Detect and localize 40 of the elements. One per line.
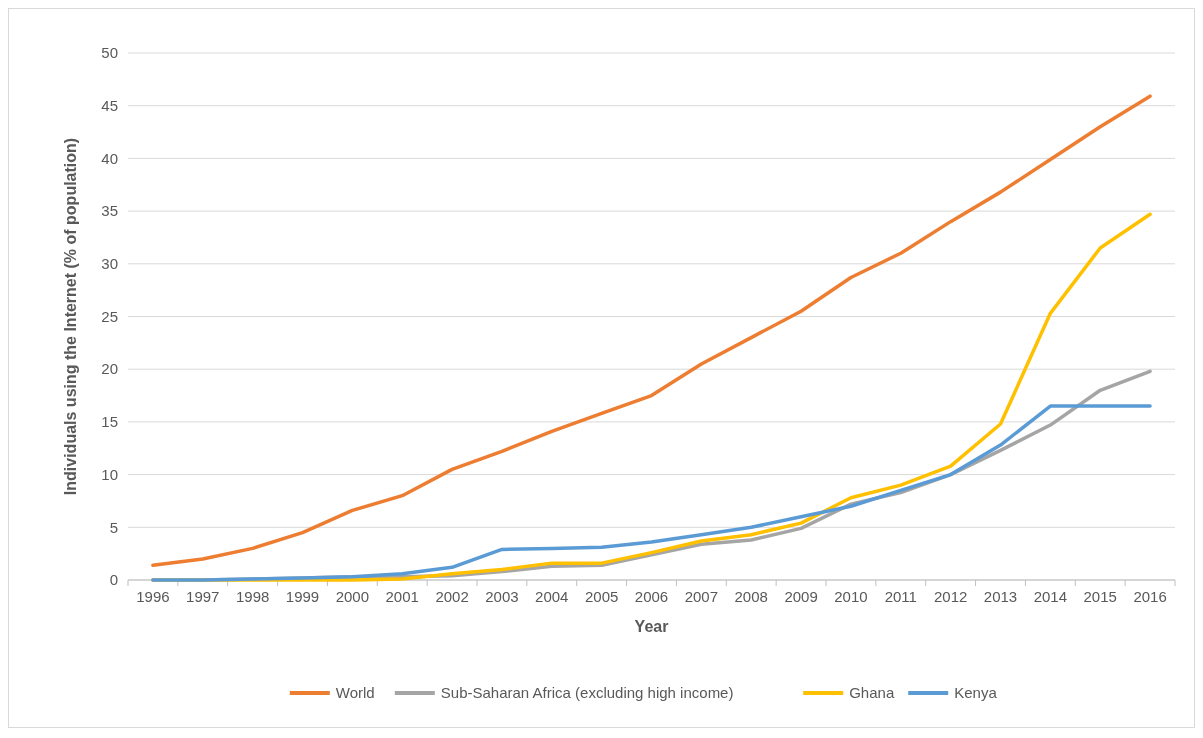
legend-label: World bbox=[335, 684, 375, 702]
x-tick-label: 2002 bbox=[435, 588, 469, 605]
x-tick-label: 2007 bbox=[684, 588, 719, 605]
x-tick-label: 2008 bbox=[734, 588, 768, 605]
x-tick-label: 2012 bbox=[933, 588, 968, 605]
x-tick-label: 2015 bbox=[1083, 588, 1117, 605]
y-tick-label: 35 bbox=[101, 202, 118, 220]
x-axis-title: Year bbox=[634, 618, 669, 635]
legend-label: Ghana bbox=[849, 684, 895, 702]
x-tick-label: 2003 bbox=[485, 588, 519, 605]
y-tick-label: 10 bbox=[101, 465, 118, 483]
y-tick-label: 0 bbox=[109, 571, 118, 589]
x-tick-label: 2013 bbox=[983, 588, 1018, 605]
y-tick-label: 40 bbox=[101, 149, 118, 167]
x-tick-label: 2006 bbox=[634, 588, 669, 605]
x-tick-label: 2011 bbox=[884, 588, 917, 605]
y-tick-label: 20 bbox=[101, 360, 118, 378]
y-axis-title: Individuals using the Internet (% of population) bbox=[62, 137, 79, 496]
y-tick-label: 15 bbox=[101, 413, 118, 431]
x-tick-label: 1996 bbox=[136, 588, 170, 605]
legend-label: Sub-Saharan Africa (excluding high income) bbox=[440, 684, 734, 702]
y-tick-label: 5 bbox=[109, 518, 118, 536]
x-tick-label: 2005 bbox=[584, 588, 619, 605]
x-tick-label: 2000 bbox=[335, 588, 370, 605]
x-tick-label: 1997 bbox=[186, 588, 220, 605]
legend-label: Kenya bbox=[954, 684, 998, 702]
line-series bbox=[151, 94, 1152, 567]
x-tick-label: 2014 bbox=[1033, 588, 1068, 605]
y-tick-label: 45 bbox=[101, 96, 118, 114]
x-tick-label: 2001 bbox=[385, 588, 419, 605]
y-tick-label: 25 bbox=[101, 307, 118, 325]
x-tick-label: 2004 bbox=[535, 588, 569, 605]
x-tick-label: 1999 bbox=[285, 588, 320, 605]
y-tick-label: 30 bbox=[101, 255, 118, 273]
x-tick-label: 2010 bbox=[834, 588, 868, 605]
line-series bbox=[151, 404, 1152, 582]
x-tick-label: 2009 bbox=[784, 588, 818, 605]
x-tick-label: 1998 bbox=[235, 588, 270, 605]
x-tick-label: 2016 bbox=[1133, 588, 1167, 605]
y-tick-label: 50 bbox=[101, 44, 118, 62]
